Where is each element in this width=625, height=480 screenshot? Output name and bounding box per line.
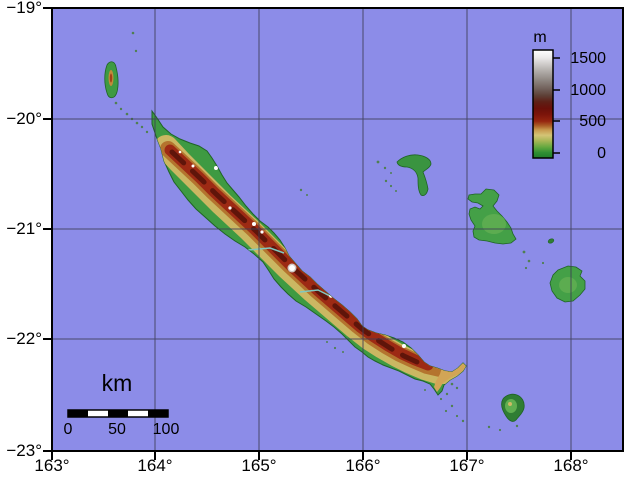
scalebar-tick-50: 50 [108,421,126,438]
lon-label-166: 166° [345,456,381,475]
lat-label--21: −21° [6,219,42,238]
longitude-ticks [51,451,572,460]
scalebar-tick-100: 100 [152,421,180,438]
lon-label-163: 163° [34,456,70,475]
island-ouvea [396,154,432,197]
islets [114,31,545,432]
island-belep [104,61,119,99]
scalebar-unit-label: km [101,370,133,396]
lon-label-168: 168° [553,456,589,475]
colorbar-ticks [553,57,560,154]
lon-label-167: 167° [449,456,485,475]
latitude-ticks [43,7,52,452]
graticule [52,8,623,451]
lon-label-165: 165° [241,456,277,475]
island-isle-of-pines [501,393,525,422]
lat-label--23: −23° [6,441,42,460]
colorbar-gradient [532,49,554,159]
colorbar-tick-1000: 1000 [570,82,606,99]
colorbar-tick-1500: 1500 [570,50,606,67]
lon-label-164: 164° [137,456,173,475]
lat-label--22: −22° [6,329,42,348]
colorbar-tick-500: 500 [579,113,606,130]
scalebar-tick-0: 0 [63,421,73,438]
lat-label--20: −20° [6,109,42,128]
colorbar-unit-label: m [533,29,547,46]
scalebar [67,409,169,418]
island-main-relief [154,135,466,392]
colorbar [532,49,560,159]
lat-label--19: −19° [6,0,42,17]
island-tiga [547,238,555,244]
colorbar-tick-0: 0 [597,145,606,162]
island-mare [549,265,586,303]
island-main [151,109,467,396]
